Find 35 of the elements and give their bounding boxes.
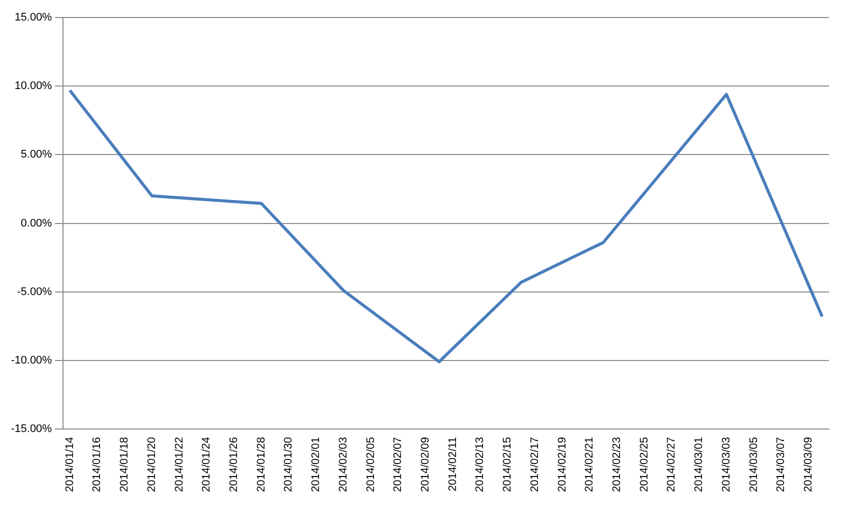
x-tick-label: 2014/02/17 xyxy=(528,436,541,492)
x-tick-label: 2014/02/21 xyxy=(584,436,596,492)
x-tick-label: 2014/03/01 xyxy=(693,436,706,492)
y-tick-label: -15.00% xyxy=(10,422,52,435)
x-tick-label: 2014/01/18 xyxy=(118,436,131,492)
x-tick-label: 2014/02/11 xyxy=(446,436,459,492)
x-tick-label: 2014/01/16 xyxy=(91,436,104,492)
x-tick-label: 2014/02/27 xyxy=(666,436,678,492)
y-tick-label: -10.00% xyxy=(10,354,52,366)
y-tick-label: 10.00% xyxy=(14,80,52,92)
x-tick-label: 2014/02/01 xyxy=(310,436,322,492)
y-tick-label: -5.00% xyxy=(17,286,52,298)
x-tick-label: 2014/02/13 xyxy=(474,436,486,492)
x-tick-label: 2014/01/22 xyxy=(173,436,186,492)
x-tick-label: 2014/02/03 xyxy=(337,436,350,492)
y-tick-label: 5.00% xyxy=(20,148,52,161)
x-tick-label: 2014/01/24 xyxy=(200,436,213,492)
y-tick-label: 0.00% xyxy=(20,217,52,230)
x-tick-label: 2014/02/23 xyxy=(611,436,624,492)
x-tick-label: 2014/01/20 xyxy=(146,436,158,492)
x-tick-label: 2014/02/09 xyxy=(420,436,432,492)
x-tick-label: 2014/03/07 xyxy=(775,436,788,492)
x-tick-label: 2014/01/14 xyxy=(64,436,76,492)
x-tick-label: 2014/03/03 xyxy=(720,436,732,492)
x-tick-label: 2014/02/19 xyxy=(556,436,568,492)
x-tick-label: 2014/03/09 xyxy=(802,436,815,492)
x-tick-label: 2014/01/28 xyxy=(255,436,268,492)
x-tick-label: 2014/03/05 xyxy=(748,436,760,492)
x-tick-label: 2014/02/15 xyxy=(502,436,514,492)
x-tick-label: 2014/02/07 xyxy=(392,436,404,492)
x-tick-label: 2014/01/26 xyxy=(228,436,240,492)
x-tick-label: 2014/02/25 xyxy=(638,436,650,492)
x-tick-label: 2014/01/30 xyxy=(282,436,295,492)
y-tick-label: 15.00% xyxy=(14,12,52,24)
x-tick-label: 2014/02/05 xyxy=(364,436,377,492)
